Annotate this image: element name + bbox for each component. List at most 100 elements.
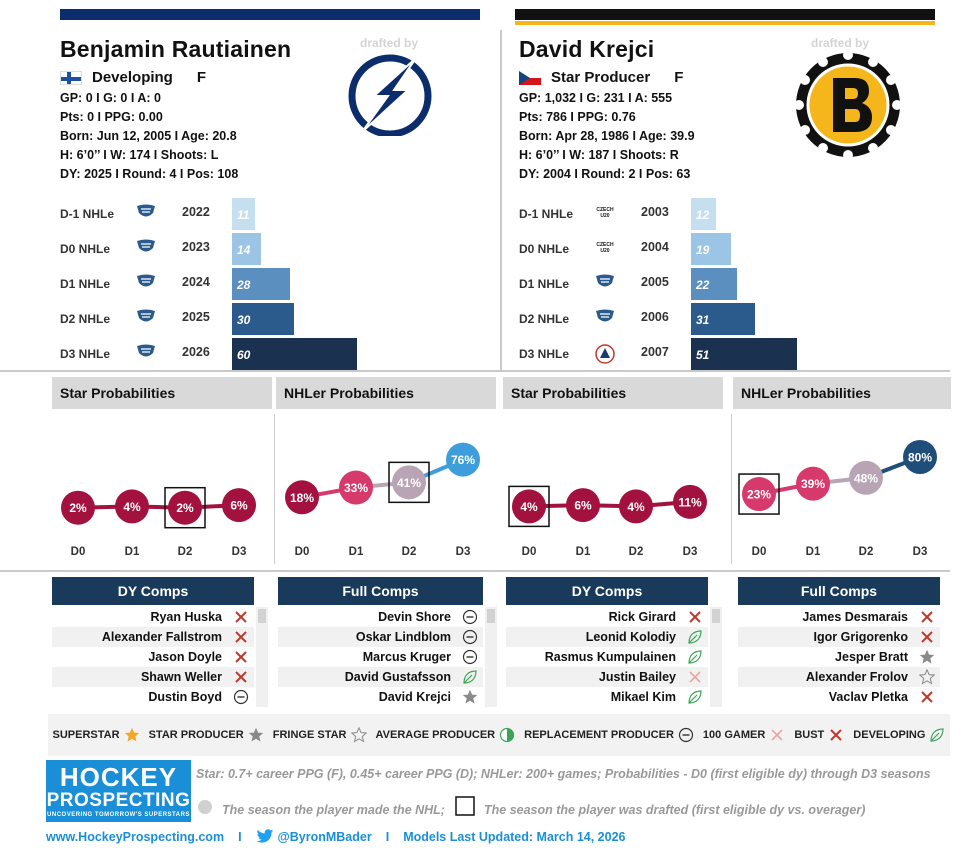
legend-label: AVERAGE PRODUCER (375, 729, 496, 741)
comp-outcome (918, 688, 936, 706)
bruins-color-bar (515, 9, 935, 20)
twitter-handle[interactable]: @ByronMBader (256, 829, 372, 844)
comp-row[interactable]: Vaclav Pletka (738, 687, 940, 707)
player-tier: Star Producer (551, 69, 651, 86)
nhle-season-row: D2 NHLe 2025 30 (60, 303, 460, 335)
comps-scrollbar[interactable] (485, 607, 497, 707)
comps-scrollbar[interactable] (256, 607, 268, 707)
bust-x-icon (921, 691, 933, 703)
comp-row[interactable]: Marcus Kruger (278, 647, 483, 667)
nhle-season-row: D-1 NHLe CZECH U20 2003 12 (519, 198, 919, 230)
comp-row[interactable]: David Gustafsson (278, 667, 483, 687)
season-label: D2 NHLe (519, 312, 570, 326)
season-label: D0 NHLe (60, 242, 111, 256)
comp-player-name: Shawn Weller (140, 670, 222, 684)
replacement-minus-icon (462, 649, 478, 665)
comp-row[interactable]: Devin Shore (278, 607, 483, 627)
star-producer-star-icon (919, 649, 935, 664)
lightning-color-bar (60, 9, 480, 20)
comp-row[interactable]: Alexander Frolov (738, 667, 940, 687)
player-stat: Born: Apr 28, 1986 I Age: 39.9 (519, 129, 695, 143)
comp-player-name: Justin Bailey (598, 670, 676, 684)
chart-separator (274, 414, 275, 564)
x-axis-label: D3 (683, 546, 698, 558)
x-axis-label: D0 (71, 546, 86, 558)
season-label: D3 NHLe (60, 347, 111, 361)
comp-player-name: Igor Grigorenko (813, 630, 908, 644)
logo-tagline: UNCOVERING TOMORROW'S SUPERSTARS (47, 812, 190, 818)
nhle-value: 28 (237, 278, 251, 292)
comp-outcome (918, 608, 936, 626)
comp-row[interactable]: Ryan Huska (52, 607, 254, 627)
probability-point (849, 460, 883, 495)
comp-player-name: Oskar Lindblom (355, 630, 451, 644)
player-stat: GP: 1,032 I G: 231 I A: 555 (519, 91, 673, 105)
league-icon (136, 344, 156, 360)
comp-row[interactable]: Jason Doyle (52, 647, 254, 667)
season-year: 2006 (641, 310, 669, 324)
season-label: D1 NHLe (519, 277, 570, 291)
developing-leaf-icon (688, 650, 702, 664)
comp-row[interactable]: Justin Bailey (506, 667, 708, 687)
hockey-prospecting-logo: HOCKEY PROSPECTING UNCOVERING TOMORROW'S… (46, 760, 191, 822)
comp-player-name: Dustin Boyd (148, 690, 222, 704)
player-tier-row: Star Producer F (519, 69, 959, 86)
website-link[interactable]: www.HockeyProspecting.com (46, 829, 225, 844)
player-position: F (196, 69, 207, 86)
full-comps-list[interactable]: Devin Shore Oskar Lindblom Marcus Kruger Da… (278, 607, 483, 707)
player-stat: DY: 2025 I Round: 4 I Pos: 108 (60, 167, 239, 181)
comp-outcome (232, 648, 250, 666)
comp-row[interactable]: Dustin Boyd (52, 687, 254, 707)
nhle-bar: 31 (691, 303, 755, 335)
dy-comps-list[interactable]: Rick Girard Leonid Kolodiy Rasmus Kumpulai… (506, 607, 708, 707)
nhle-bar: 30 (232, 303, 294, 335)
comp-outcome (686, 668, 704, 686)
comp-row[interactable]: Alexander Fallstrom (52, 627, 254, 647)
x-axis-label: D2 (402, 546, 417, 558)
comp-player-name: Devin Shore (378, 610, 451, 624)
definition-note: Star: 0.7+ career PPG (F), 0.45+ career … (196, 767, 931, 781)
nhle-value: 51 (696, 348, 710, 362)
comp-row[interactable]: Shawn Weller (52, 667, 254, 687)
x-axis-label: D3 (456, 546, 471, 558)
drafted-square-icon (455, 796, 475, 816)
dy-comps-header: DY Comps (506, 577, 708, 605)
star-probability-chart: 2% D0 4% D1 2% D2 6% D3 (61, 486, 256, 558)
finland-flag-icon (60, 70, 82, 85)
comp-row[interactable]: Rasmus Kumpulainen (506, 647, 708, 667)
comp-row[interactable]: Rick Girard (506, 607, 708, 627)
full-comps-list[interactable]: James Desmarais Igor Grigorenko Jesper Bra… (738, 607, 940, 707)
logo-text: HOCKEY (59, 762, 178, 792)
legend-label: SUPERSTAR (52, 729, 120, 741)
comp-player-name: David Gustafsson (344, 670, 451, 684)
comp-outcome (461, 668, 479, 686)
comp-row[interactable]: Oskar Lindblom (278, 627, 483, 647)
player-stat: Born: Jun 12, 2005 I Age: 20.8 (60, 129, 237, 143)
comp-outcome (918, 628, 936, 646)
x-axis-label: D2 (178, 546, 193, 558)
comp-row[interactable]: David Krejci (278, 687, 483, 707)
dy-comps-list[interactable]: Ryan Huska Alexander Fallstrom Jason Doyle… (52, 607, 254, 707)
drafted-season-marker (164, 486, 206, 529)
full-comps-header: Full Comps (738, 577, 940, 605)
bust-x-icon (689, 611, 701, 623)
nhle-season-row: D3 NHLe 2007 51 (519, 338, 919, 370)
comp-outcome (461, 608, 479, 626)
dy-comps-header: DY Comps (52, 577, 254, 605)
comp-row[interactable]: Leonid Kolodiy (506, 627, 708, 647)
comp-row[interactable]: Mikael Kim (506, 687, 708, 707)
section-divider (0, 370, 950, 372)
comp-row[interactable]: Igor Grigorenko (738, 627, 940, 647)
probability-point (285, 480, 319, 515)
x-axis-label: D0 (295, 546, 310, 558)
probability-point (168, 490, 202, 525)
nhle-season-row: D-1 NHLe 2022 11 (60, 198, 460, 230)
comp-player-name: Mikael Kim (610, 690, 676, 704)
comps-scrollbar[interactable] (710, 607, 722, 707)
hundred-gamer-x-icon (689, 671, 701, 683)
comp-row[interactable]: James Desmarais (738, 607, 940, 627)
nhle-bar: 22 (691, 268, 737, 300)
footer-separator: I (385, 829, 390, 844)
comp-row[interactable]: Jesper Bratt (738, 647, 940, 667)
nhle-bar: 60 (232, 338, 357, 370)
